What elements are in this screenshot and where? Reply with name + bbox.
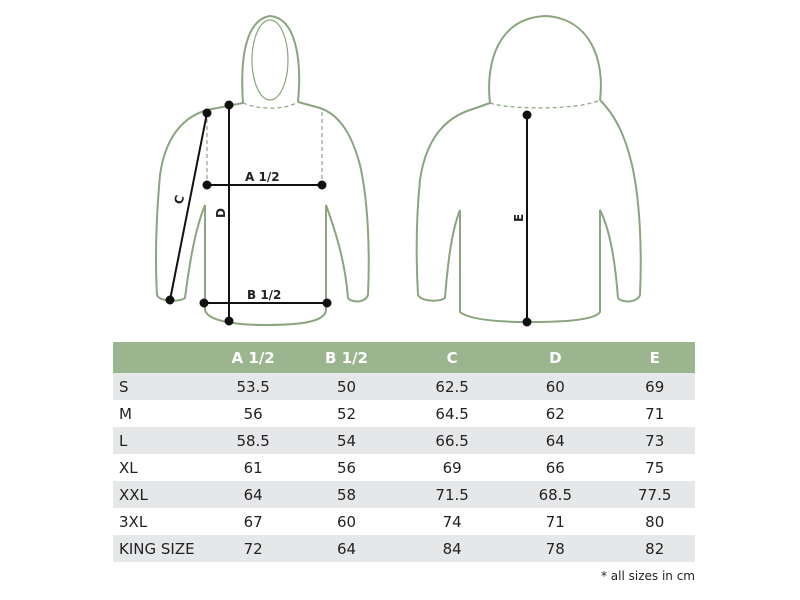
hoodie-measurement-diagram: A 1/2 B 1/2 C D E <box>155 14 642 327</box>
table-cell: 71.5 <box>435 485 469 504</box>
table-cell: 82 <box>645 539 665 558</box>
table-row: 3XL 67 60 74 71 80 <box>113 508 695 535</box>
table-cell: 50 <box>336 377 357 396</box>
label-d: D <box>214 208 228 218</box>
table-cell: 74 <box>442 512 462 531</box>
table-cell: 80 <box>645 512 665 531</box>
table-cell: 52 <box>336 404 357 423</box>
table-cell: 73 <box>645 431 665 450</box>
header-cell: B 1/2 <box>324 348 368 367</box>
table-cell: 64 <box>545 431 565 450</box>
table-row: XXL 64 58 71.5 68.5 77.5 <box>113 481 695 508</box>
table-row: M 56 52 64.5 62 71 <box>113 400 695 427</box>
table-header: A 1/2 B 1/2 C D E <box>113 342 695 373</box>
table-cell: 66 <box>545 458 565 477</box>
table-cell: 78 <box>545 539 565 558</box>
table-cell: 64.5 <box>435 404 469 423</box>
table-cell: 64 <box>243 485 263 504</box>
hoodie-front <box>155 14 370 327</box>
size-label: M <box>119 404 132 423</box>
table-cell: 68.5 <box>538 485 572 504</box>
footnote: * all sizes in cm <box>600 569 695 583</box>
label-a: A 1/2 <box>245 170 280 184</box>
table-cell: 64 <box>336 539 357 558</box>
table-cell: 62 <box>545 404 565 423</box>
table-cell: 75 <box>645 458 665 477</box>
table-cell: 54 <box>336 431 357 450</box>
table-cell: 69 <box>645 377 665 396</box>
table-cell: 60 <box>545 377 565 396</box>
label-c: C <box>171 193 187 205</box>
size-label: L <box>119 431 128 450</box>
table-cell: 67 <box>243 512 263 531</box>
table-cell: 62.5 <box>435 377 469 396</box>
size-table: A 1/2 B 1/2 C D E S 53.5 50 62.5 60 69 M 56 52 64… <box>113 342 695 562</box>
back-measure-line <box>522 110 532 327</box>
table-cell: 58 <box>336 485 357 504</box>
table-cell: 56 <box>243 404 263 423</box>
label-e: E <box>512 214 526 222</box>
table-cell: 71 <box>545 512 565 531</box>
header-cell: A 1/2 <box>231 348 275 367</box>
table-cell: 53.5 <box>236 377 270 396</box>
size-label: S <box>119 377 129 396</box>
table-row: KING SIZE 72 64 84 78 82 <box>113 535 695 562</box>
front-measure-lines <box>165 100 332 326</box>
table-cell: 66.5 <box>435 431 469 450</box>
table-cell: 58.5 <box>236 431 270 450</box>
table-cell: 60 <box>336 512 357 531</box>
header-cell: E <box>649 348 660 367</box>
size-label: 3XL <box>119 512 148 531</box>
size-label: XL <box>119 458 138 477</box>
table-cell: 56 <box>336 458 357 477</box>
size-label: KING SIZE <box>119 539 195 558</box>
table-cell: 69 <box>442 458 462 477</box>
size-label: XXL <box>119 485 148 504</box>
table-row: XL 61 56 69 66 75 <box>113 454 695 481</box>
label-b: B 1/2 <box>247 288 281 302</box>
table-cell: 72 <box>243 539 263 558</box>
table-row: S 53.5 50 62.5 60 69 <box>113 373 695 400</box>
header-cell: D <box>549 348 562 367</box>
table-cell: 71 <box>645 404 665 423</box>
header-cell: C <box>446 348 458 367</box>
table-cell: 61 <box>243 458 263 477</box>
table-cell: 84 <box>442 539 462 558</box>
hoodie-back <box>415 14 642 324</box>
table-row: L 58.5 54 66.5 64 73 <box>113 427 695 454</box>
table-cell: 77.5 <box>638 485 672 504</box>
